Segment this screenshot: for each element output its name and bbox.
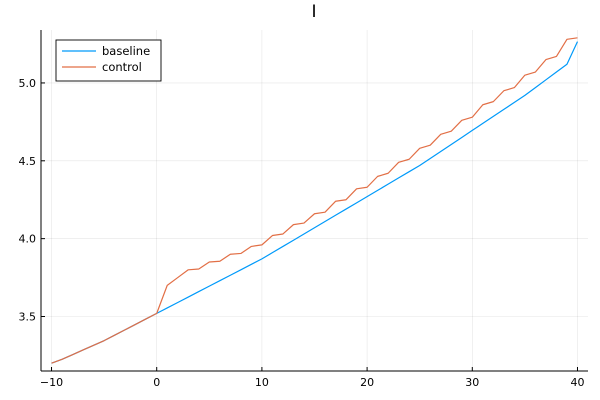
- x-tick-label: −10: [40, 376, 63, 389]
- x-tick-label: 10: [255, 376, 269, 389]
- x-tick-label: 40: [570, 376, 584, 389]
- y-tick-label: 3.5: [19, 311, 37, 324]
- legend-label-control: control: [102, 60, 142, 74]
- series-line-control: [51, 37, 578, 364]
- y-tick-label: 4.0: [19, 233, 37, 246]
- y-tick-label: 5.0: [19, 77, 37, 90]
- legend-box: [55, 39, 162, 82]
- series-lines: [51, 37, 579, 364]
- x-tick-label: 30: [465, 376, 479, 389]
- y-tick-label: 4.5: [19, 155, 37, 168]
- series-line-baseline: [51, 41, 579, 364]
- legend: baseline control: [55, 39, 162, 82]
- chart-title: I: [311, 2, 316, 22]
- axes: −10 0 10 20 30 40 3.5 4.0 4.5 5.0: [19, 30, 588, 389]
- grid: [41, 30, 588, 371]
- x-tick-label: 20: [360, 376, 374, 389]
- legend-label-baseline: baseline: [102, 44, 150, 58]
- x-tick-label: 0: [153, 376, 160, 389]
